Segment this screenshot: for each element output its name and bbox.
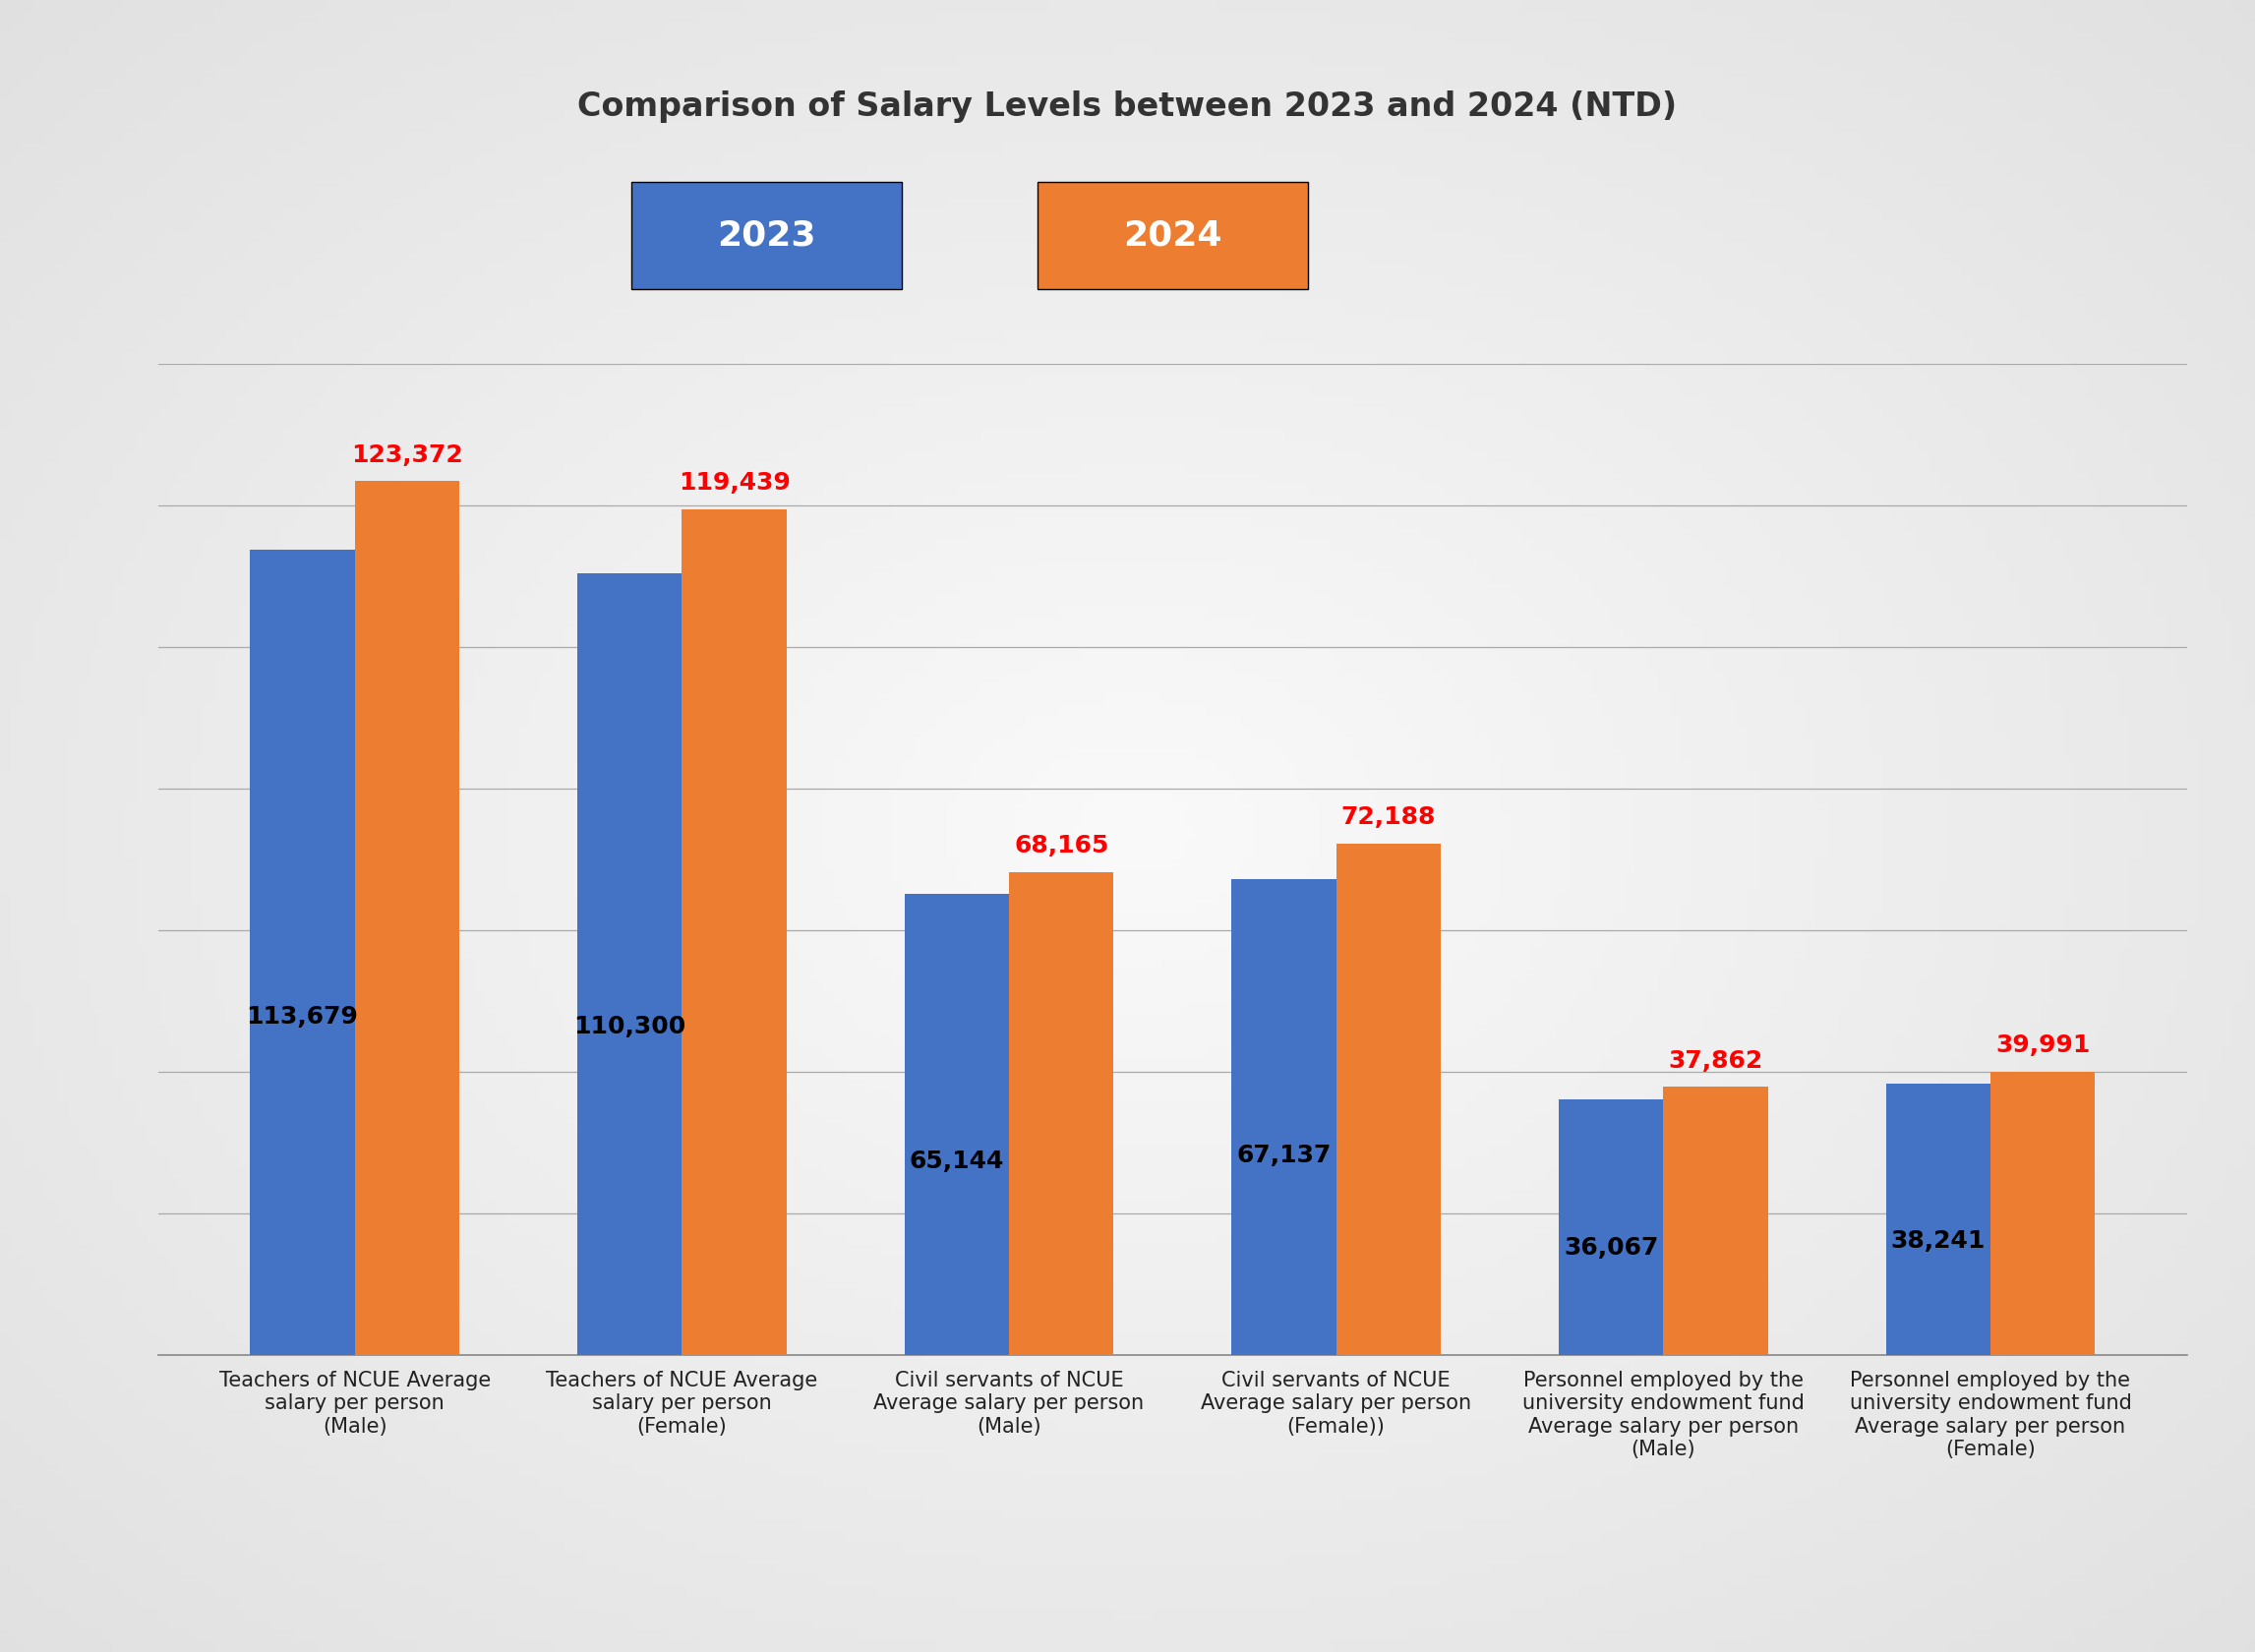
Bar xyxy=(250,550,354,1355)
Text: 37,862: 37,862 xyxy=(1669,1049,1763,1072)
Bar xyxy=(1231,879,1337,1355)
Bar xyxy=(577,573,681,1355)
Text: 39,991: 39,991 xyxy=(1996,1034,2090,1057)
Text: 119,439: 119,439 xyxy=(679,471,789,496)
Bar xyxy=(1558,1099,1664,1355)
Bar xyxy=(1008,872,1114,1355)
Bar xyxy=(1664,1087,1768,1355)
Text: 2023: 2023 xyxy=(717,218,816,253)
Text: 110,300: 110,300 xyxy=(573,1014,686,1039)
Bar xyxy=(904,894,1008,1355)
Bar xyxy=(681,509,787,1355)
Bar xyxy=(354,481,460,1355)
Text: 36,067: 36,067 xyxy=(1563,1236,1657,1259)
Text: 67,137: 67,137 xyxy=(1236,1143,1330,1166)
Text: 72,188: 72,188 xyxy=(1342,806,1436,829)
Text: 68,165: 68,165 xyxy=(1015,834,1109,857)
Bar xyxy=(1991,1072,2095,1355)
Text: Comparison of Salary Levels between 2023 and 2024 (NTD): Comparison of Salary Levels between 2023… xyxy=(577,91,1678,124)
Text: 2024: 2024 xyxy=(1123,218,1222,253)
Text: 65,144: 65,144 xyxy=(909,1150,1003,1173)
Bar xyxy=(1337,844,1441,1355)
Text: 38,241: 38,241 xyxy=(1890,1229,1984,1252)
Bar xyxy=(1885,1084,1991,1355)
Text: 123,372: 123,372 xyxy=(352,443,462,468)
Text: 113,679: 113,679 xyxy=(246,1004,359,1029)
